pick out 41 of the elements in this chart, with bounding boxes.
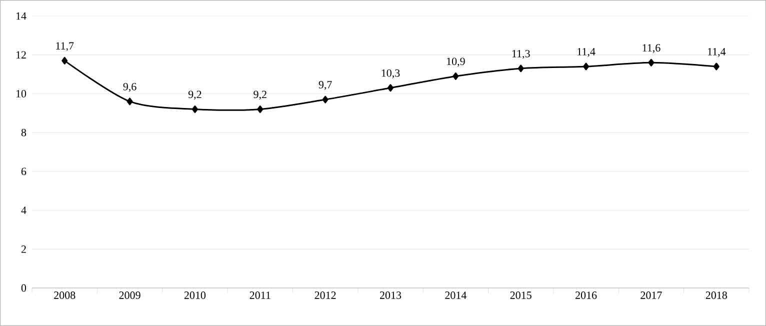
y-tick-label: 2 — [21, 245, 26, 253]
data-label: 11,4 — [578, 48, 596, 57]
point — [126, 98, 133, 106]
data-label: 11,4 — [708, 48, 726, 57]
point — [257, 106, 264, 113]
y-tick-label: 4 — [21, 206, 26, 214]
point — [713, 62, 720, 70]
x-tick-label: 2015 — [510, 292, 532, 299]
y-tick-label: 6 — [21, 168, 26, 176]
x-tick-label: 2008 — [54, 292, 76, 299]
x-tick-label: 2009 — [119, 292, 140, 299]
y-tick-label: 0 — [21, 284, 26, 292]
data-label: 11,3 — [512, 50, 530, 59]
point — [648, 58, 654, 66]
point — [322, 96, 328, 104]
y-tick-label: 8 — [21, 128, 26, 136]
x-tick-label: 2017 — [640, 292, 662, 299]
y-tick-label: 12 — [16, 51, 26, 58]
x-tick-label: 2011 — [250, 292, 270, 299]
x-tick-label: 2013 — [380, 292, 402, 299]
x-tick-label: 2016 — [576, 292, 597, 299]
x-tick-label: 2014 — [445, 292, 467, 299]
point — [583, 62, 590, 70]
point — [192, 106, 198, 113]
x-tick-label: 2010 — [184, 292, 206, 299]
data-label: 11,6 — [642, 44, 660, 54]
point — [518, 64, 524, 72]
data-label: 9,7 — [318, 81, 332, 90]
point — [452, 72, 459, 80]
point — [388, 84, 394, 92]
data-label: 10,9 — [447, 58, 465, 67]
data-label: 10,3 — [382, 69, 400, 78]
data-label: 11,7 — [56, 42, 74, 52]
data-label: 9,2 — [254, 90, 266, 100]
y-tick-label: 10 — [16, 90, 26, 98]
point — [62, 56, 68, 64]
data-label: 9,6 — [123, 82, 136, 92]
data-label: 9,2 — [188, 90, 202, 100]
y-tick-label: 14 — [16, 12, 26, 20]
x-tick-label: 2018 — [706, 292, 727, 299]
x-tick-label: 2012 — [314, 292, 336, 299]
